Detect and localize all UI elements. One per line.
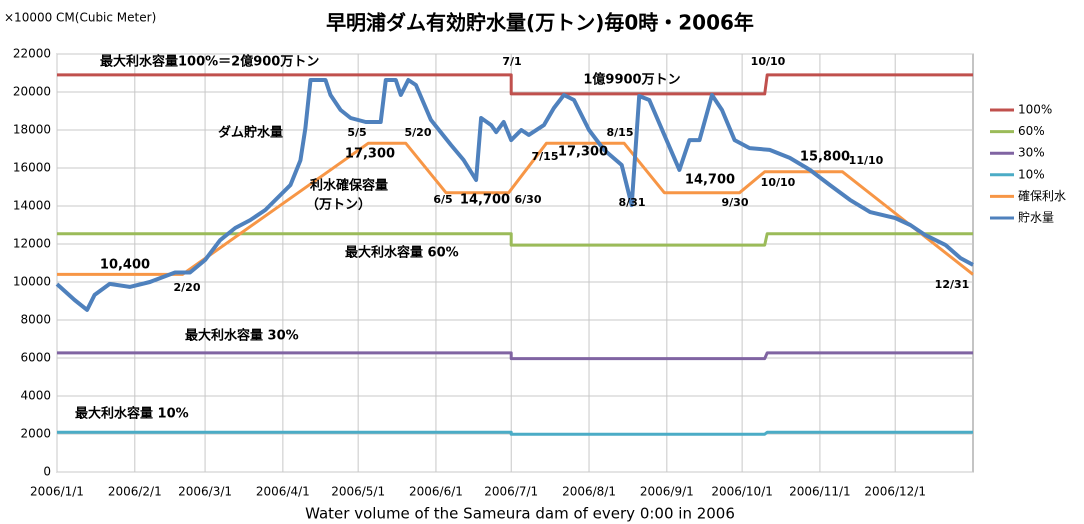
- annotation: 9/30: [722, 196, 749, 209]
- annotation: 利水確保容量: [310, 178, 388, 194]
- annotation: 14,700: [460, 193, 510, 208]
- legend-label: 100%: [1018, 103, 1052, 117]
- x-tick-label: 2006/5/1: [331, 485, 385, 499]
- series-line: [57, 73, 973, 96]
- y-tick-label: 4000: [20, 389, 51, 403]
- series-line: [57, 351, 973, 361]
- annotation: 7/15: [532, 150, 559, 163]
- y-tick-label: 2000: [20, 427, 51, 441]
- y-tick-label: 20000: [13, 85, 51, 99]
- series-line: [55, 78, 974, 312]
- y-tick-label: 18000: [13, 123, 51, 137]
- x-tick-label: 2006/2/1: [108, 485, 162, 499]
- annotation: 7/1: [502, 55, 521, 68]
- annotation: 8/15: [607, 126, 634, 139]
- x-tick-label: 2006/7/1: [484, 485, 538, 499]
- y-tick-label: 8000: [20, 313, 51, 327]
- legend-label: 10%: [1018, 167, 1045, 181]
- y-tick-label: 22000: [13, 47, 51, 61]
- x-tick-label: 2006/8/1: [562, 485, 616, 499]
- x-tick-label: 2006/4/1: [256, 485, 310, 499]
- annotation: 最大利水容量 30%: [185, 328, 299, 344]
- annotation: 10/10: [751, 55, 786, 68]
- annotation: 11/10: [849, 154, 884, 167]
- legend-label: 60%: [1018, 124, 1045, 138]
- annotation: 最大利水容量 10%: [75, 406, 189, 422]
- y-tick-label: 0: [43, 465, 51, 479]
- y-tick-label: 16000: [13, 161, 51, 175]
- series-line: [57, 430, 973, 436]
- annotation: 8/31: [619, 196, 646, 209]
- annotation: 1億9900万トン: [583, 72, 680, 88]
- annotation: 2/20: [174, 281, 201, 294]
- annotation: ダム貯水量: [218, 125, 283, 141]
- annotation: 10/10: [761, 176, 796, 189]
- annotation: 最大利水容量 60%: [345, 245, 459, 261]
- chart-title: 早明浦ダム有効貯水量(万トン)毎0時・2006年: [326, 11, 754, 35]
- annotation: 15,800: [800, 150, 850, 165]
- x-tick-label: 2006/12/1: [864, 485, 926, 499]
- annotation: 6/30: [515, 193, 542, 206]
- x-tick-label: 2006/6/1: [409, 485, 463, 499]
- y-tick-label: 6000: [20, 351, 51, 365]
- x-tick-label: 2006/1/1: [30, 485, 84, 499]
- annotation: 10,400: [100, 258, 150, 273]
- y-tick-label: 12000: [13, 237, 51, 251]
- x-tick-label: 2006/11/1: [789, 485, 851, 499]
- y-tick-label: 10000: [13, 275, 51, 289]
- y-tick-label: 14000: [13, 199, 51, 213]
- annotation: 17,300: [345, 147, 395, 162]
- plot-area: [56, 53, 974, 473]
- x-tick-label: 2006/3/1: [178, 485, 232, 499]
- series-line: [57, 232, 973, 247]
- x-tick-label: 2006/10/1: [711, 485, 773, 499]
- legend-label: 確保利水: [1018, 188, 1066, 203]
- x-tick-label: 2006/9/1: [640, 485, 694, 499]
- x-axis-label: Water volume of the Sameura dam of every…: [305, 505, 735, 523]
- annotation: 5/5: [347, 126, 366, 139]
- annotation: 14,700: [685, 173, 735, 188]
- annotation: 12/31: [935, 278, 970, 291]
- annotation: （万トン）: [306, 197, 371, 213]
- series-line: [57, 141, 974, 276]
- annotation: 最大利水容量100%＝2億900万トン: [100, 54, 319, 70]
- annotation: 6/5: [433, 193, 452, 206]
- legend-label: 貯水量: [1018, 211, 1054, 225]
- annotation: 5/20: [405, 126, 432, 139]
- legend-label: 30%: [1018, 146, 1045, 160]
- y-axis-label: ×10000 CM(Cubic Meter): [4, 11, 156, 25]
- annotation: 17,300: [558, 145, 608, 160]
